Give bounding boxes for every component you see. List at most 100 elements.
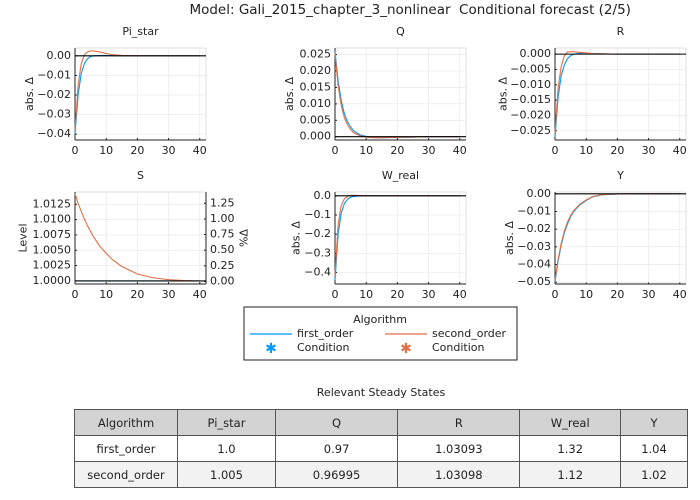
x-tick-label: 30	[642, 144, 656, 157]
y-tick-label: 1.0050	[33, 243, 72, 256]
y2-tick-label: 0.50	[210, 243, 235, 256]
y2-tick-label: 1.00	[210, 212, 235, 225]
y-axis-label: abs. Δ	[283, 77, 296, 111]
y-axis-label: abs. Δ	[503, 221, 516, 255]
legend-label: Condition	[297, 341, 350, 354]
header-cell: W_real	[519, 409, 621, 436]
y-tick-label: 0.00	[527, 187, 552, 200]
header-cell: Algorithm	[74, 409, 178, 436]
header-cell: R	[397, 409, 521, 436]
y-tick-label: −0.020	[510, 108, 551, 121]
cell: first_order	[74, 435, 178, 462]
subplot-title: Y	[616, 169, 624, 182]
plot-frame	[334, 47, 467, 141]
y-tick-label: 0.0	[314, 189, 332, 202]
y-tick-label: −0.03	[517, 240, 551, 253]
x-tick-label: 0	[552, 288, 559, 301]
table-title: Relevant Steady States	[317, 386, 446, 399]
legend: Algorithm first_order second_order ✱ Con…	[243, 306, 518, 361]
cell: 0.96995	[274, 461, 399, 488]
y2-tick-label: 0.00	[210, 274, 235, 287]
x-tick-label: 40	[453, 144, 467, 157]
x-tick-label: 0	[552, 144, 559, 157]
x-tick-label: 10	[359, 144, 373, 157]
y-tick-label: 0.010	[300, 97, 332, 110]
y-axis-label: abs. Δ	[496, 77, 509, 111]
y-tick-label: 0.020	[300, 64, 332, 77]
y-tick-label: −0.025	[510, 124, 551, 137]
plot-frame	[554, 47, 687, 141]
legend-label: first_order	[297, 327, 354, 340]
x-tick-label: 0	[72, 144, 79, 157]
legend-marker: ✱	[400, 341, 412, 357]
cell: 1.0	[177, 435, 276, 462]
table-row: second_order 1.005 0.96995 1.03098 1.12 …	[74, 461, 689, 488]
y-tick-label: 1.0000	[33, 274, 72, 287]
y-tick-label: −0.03	[37, 108, 71, 121]
y-tick-label: 0.005	[300, 113, 332, 126]
cell: 1.04	[619, 435, 689, 462]
header-cell: Y	[619, 409, 689, 436]
y-axis-label: abs. Δ	[290, 221, 303, 255]
cell: 1.12	[519, 461, 621, 488]
x-tick-label: 10	[579, 288, 593, 301]
y-tick-label: 0.00	[47, 49, 72, 62]
x-tick-label: 40	[673, 288, 687, 301]
y-tick-label: 1.0075	[33, 228, 72, 241]
y-axis-label: Level	[16, 223, 29, 252]
y-tick-label: 1.0025	[33, 259, 72, 272]
subplot-title: Q	[396, 25, 405, 38]
y-tick-label: −0.1	[304, 208, 331, 221]
x-tick-label: 0	[332, 144, 339, 157]
x-tick-label: 20	[390, 288, 404, 301]
series-line	[74, 193, 200, 282]
y-tick-label: 0.000	[300, 130, 332, 143]
y-tick-label: −0.02	[517, 222, 551, 235]
subplot-title: S	[137, 169, 144, 182]
steady-state-table: Algorithm Pi_star Q R W_real Y first_ord…	[74, 409, 689, 488]
legend-label: Condition	[432, 341, 485, 354]
y-tick-label: −0.04	[517, 258, 551, 271]
header-cell: Pi_star	[177, 409, 276, 436]
cell: 1.02	[619, 461, 689, 488]
subplot-title: R	[617, 25, 625, 38]
subplot-title: Pi_star	[122, 25, 159, 38]
x-tick-label: 30	[162, 288, 176, 301]
y-tick-label: 1.0125	[33, 197, 72, 210]
y2-axis-label: %Δ	[237, 229, 250, 247]
legend-marker: ✱	[265, 341, 277, 357]
figure-subtitle: Conditional forecast (2/5)	[459, 2, 631, 18]
y-tick-label: 0.000	[520, 47, 552, 60]
y-tick-label: −0.05	[517, 275, 551, 288]
y2-tick-label: 1.25	[210, 196, 235, 209]
y-tick-label: 1.0100	[33, 213, 72, 226]
y-axis-label: abs. Δ	[23, 77, 36, 111]
x-tick-label: 20	[610, 144, 624, 157]
x-tick-label: 0	[72, 288, 79, 301]
plot-frame	[554, 191, 687, 285]
y-tick-label: −0.010	[510, 78, 551, 91]
x-tick-label: 30	[642, 288, 656, 301]
plot-frame	[334, 191, 467, 285]
x-tick-label: 10	[579, 144, 593, 157]
plot-frame	[74, 47, 207, 141]
cell: second_order	[74, 461, 178, 488]
x-tick-label: 20	[130, 144, 144, 157]
x-tick-label: 30	[162, 144, 176, 157]
legend-title: Algorithm	[353, 313, 407, 326]
x-tick-label: 20	[610, 288, 624, 301]
subplot-title: W_real	[382, 169, 419, 182]
y-tick-label: −0.04	[37, 127, 71, 140]
table-header: Algorithm Pi_star Q R W_real Y	[74, 409, 689, 436]
cell: 1.005	[177, 461, 276, 488]
table-row: first_order 1.0 0.97 1.03093 1.32 1.04	[74, 435, 689, 462]
legend-label: second_order	[432, 327, 507, 340]
x-tick-label: 30	[422, 144, 436, 157]
x-tick-label: 10	[359, 288, 373, 301]
cell: 1.32	[519, 435, 621, 462]
y-tick-label: −0.005	[510, 62, 551, 75]
header-cell: Q	[274, 409, 399, 436]
figure-title: Model: Gali_2015_chapter_3_nonlinear	[189, 2, 451, 18]
